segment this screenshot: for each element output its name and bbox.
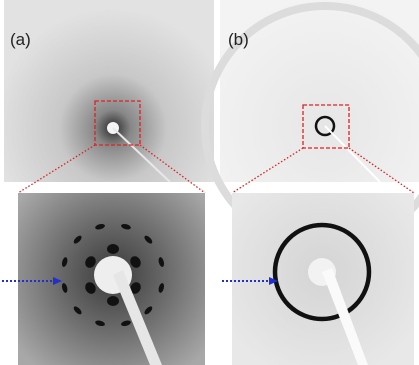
- panel-a-image: [4, 0, 214, 182]
- spot: [107, 244, 119, 254]
- figure: (a) (b): [0, 0, 419, 365]
- panel-label: (b): [228, 30, 249, 49]
- spot: [107, 296, 119, 306]
- panel-label: (a): [10, 30, 31, 49]
